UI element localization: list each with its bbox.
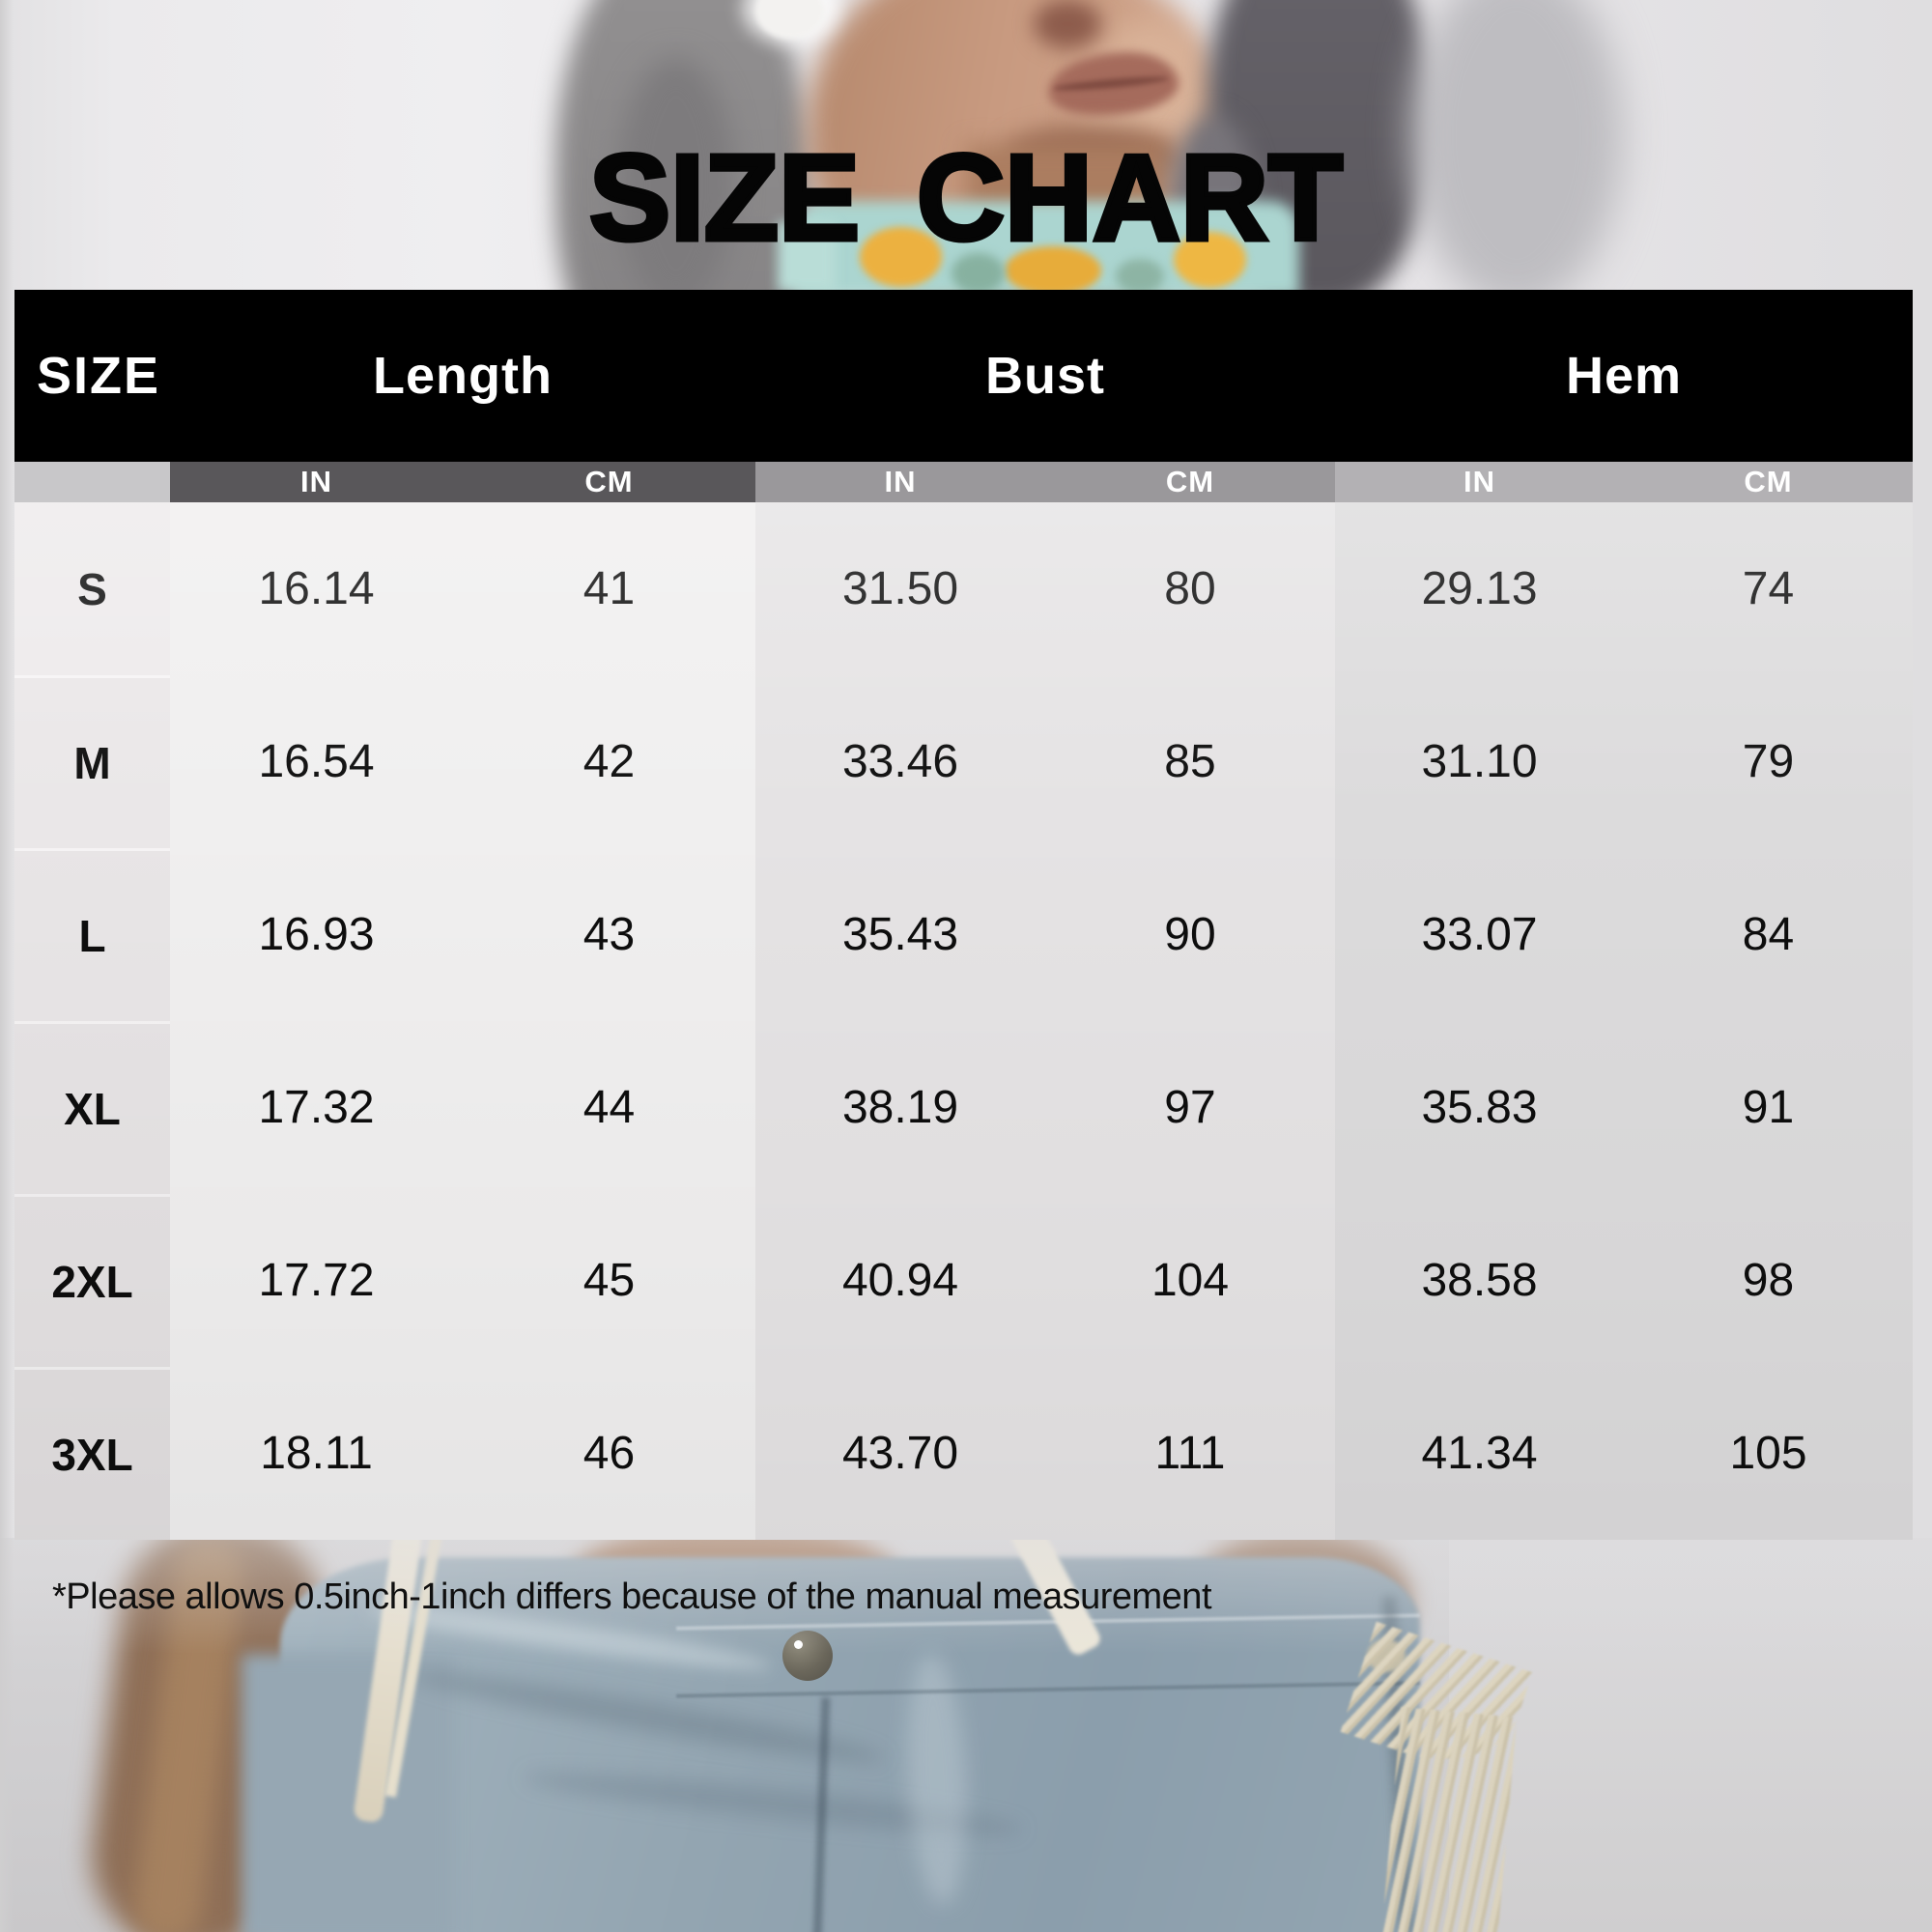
hem-cm-value: 91 — [1624, 1021, 1913, 1194]
hair-left-shadow-shape — [618, 58, 734, 292]
size-chart-table: SIZE Length Bust Hem IN CM IN CM IN CM S… — [14, 290, 1913, 1540]
bust-in-value: 40.94 — [755, 1194, 1045, 1367]
hem-in-value: 33.07 — [1335, 848, 1624, 1021]
photo-fade-overlay — [0, 1538, 1932, 1654]
hem-cm-value: 79 — [1624, 675, 1913, 848]
leaf-shape — [1116, 259, 1164, 292]
length-cm-value: 41 — [463, 502, 755, 675]
column-header-hem: Hem — [1335, 290, 1913, 462]
bust-cm-value: 85 — [1045, 675, 1335, 848]
bust-in-value: 43.70 — [755, 1367, 1045, 1540]
bust-in-value: 38.19 — [755, 1021, 1045, 1194]
jeans-button-shape — [782, 1631, 833, 1681]
size-label: S — [14, 502, 170, 675]
sunflower-shape — [1174, 232, 1246, 288]
nose-shadow-shape — [1034, 0, 1101, 48]
hem-in-value: 38.58 — [1335, 1194, 1624, 1367]
bust-cm-value: 97 — [1045, 1021, 1335, 1194]
length-in-value: 16.93 — [170, 848, 463, 1021]
length-in-value: 16.14 — [170, 502, 463, 675]
page-edge-shade — [0, 0, 14, 1932]
unit-header-length-in: IN — [170, 462, 463, 502]
length-in-value: 17.32 — [170, 1021, 463, 1194]
button-highlight-shape — [794, 1640, 803, 1649]
length-cm-value: 46 — [463, 1367, 755, 1540]
unit-header-hem-cm: CM — [1624, 462, 1913, 502]
hem-cm-value: 84 — [1624, 848, 1913, 1021]
sunflower-shape — [860, 227, 942, 287]
model-photo-top — [0, 0, 1932, 292]
sunflower-shape — [1005, 246, 1101, 292]
hem-in-value: 29.13 — [1335, 502, 1624, 675]
length-cm-value: 45 — [463, 1194, 755, 1367]
hem-cm-value: 105 — [1624, 1367, 1913, 1540]
unit-header-spacer — [14, 462, 170, 502]
jeans-left-shape — [242, 1654, 454, 1932]
hem-in-value: 41.34 — [1335, 1367, 1624, 1540]
leaf-shape — [952, 253, 1005, 292]
floral-top-edge-shape — [778, 222, 836, 292]
unit-header-hem-in: IN — [1335, 462, 1624, 502]
bust-cm-value: 111 — [1045, 1367, 1335, 1540]
model-photo-bottom — [0, 1538, 1932, 1932]
hem-cm-value: 74 — [1624, 502, 1913, 675]
unit-header-length-cm: CM — [463, 462, 755, 502]
wall-shape — [1449, 1538, 1932, 1932]
length-in-value: 16.54 — [170, 675, 463, 848]
bust-in-value: 33.46 — [755, 675, 1045, 848]
column-header-length: Length — [170, 290, 755, 462]
hem-in-value: 31.10 — [1335, 675, 1624, 848]
length-in-value: 17.72 — [170, 1194, 463, 1367]
bust-cm-value: 104 — [1045, 1194, 1335, 1367]
column-header-bust: Bust — [755, 290, 1335, 462]
unit-header-bust-cm: CM — [1045, 462, 1335, 502]
length-cm-value: 44 — [463, 1021, 755, 1194]
hem-in-value: 35.83 — [1335, 1021, 1624, 1194]
unit-header-bust-in: IN — [755, 462, 1045, 502]
fringe-tassels-shape — [1380, 1707, 1518, 1932]
page-title: SIZE CHART — [587, 129, 1346, 266]
size-label: 2XL — [14, 1194, 170, 1367]
wall-shadow-shape — [1410, 0, 1623, 292]
bust-cm-value: 90 — [1045, 848, 1335, 1021]
length-in-value: 18.11 — [170, 1367, 463, 1540]
size-label: XL — [14, 1021, 170, 1194]
length-cm-value: 42 — [463, 675, 755, 848]
length-cm-value: 43 — [463, 848, 755, 1021]
size-label: M — [14, 675, 170, 848]
bust-cm-value: 80 — [1045, 502, 1335, 675]
size-label: 3XL — [14, 1367, 170, 1540]
column-header-size: SIZE — [14, 290, 170, 462]
bust-in-value: 31.50 — [755, 502, 1045, 675]
bust-in-value: 35.43 — [755, 848, 1045, 1021]
hem-cm-value: 98 — [1624, 1194, 1913, 1367]
measurement-disclaimer: *Please allows 0.5inch-1inch differs bec… — [52, 1577, 1212, 1617]
size-label: L — [14, 848, 170, 1021]
